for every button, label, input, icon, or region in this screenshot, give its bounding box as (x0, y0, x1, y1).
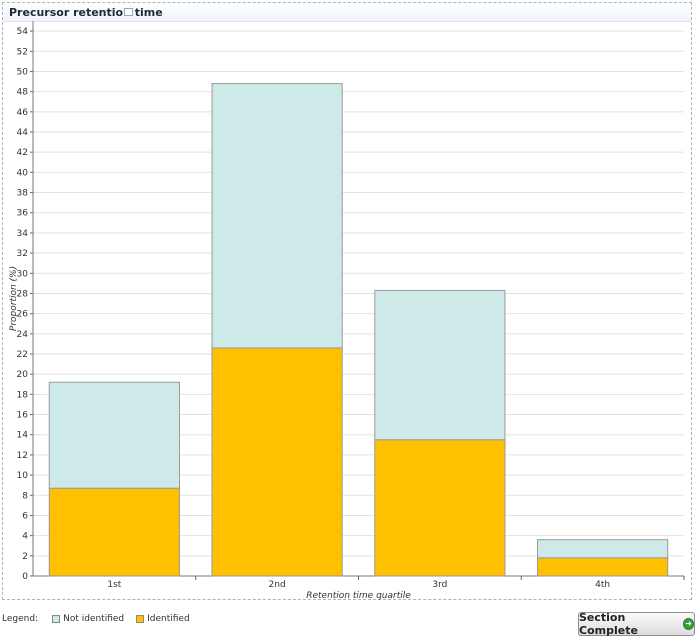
bar-identified (211, 347, 343, 577)
y-tick-label: 34 (17, 229, 29, 239)
bar-identified (48, 487, 180, 577)
section-complete-label: Section Complete (579, 611, 638, 637)
y-tick-label: 0 (22, 572, 28, 582)
bar-not-identified (211, 83, 343, 349)
y-tick-label: 20 (17, 370, 29, 380)
y-tick-label: 42 (17, 148, 28, 158)
arrow-right-icon: ➜ (682, 618, 694, 630)
y-tick-label: 6 (22, 511, 28, 521)
y-tick-label: 24 (17, 330, 29, 340)
y-tick-label: 2 (22, 552, 28, 562)
y-tick-label: 54 (17, 27, 29, 37)
bar-identified (537, 557, 669, 577)
legend-item-identified: Identified (147, 614, 190, 624)
stacked-bar-chart: 0246810121416182022242628303234363840424… (9, 21, 685, 601)
bar-identified (374, 439, 506, 577)
x-tick-label: 3rd (432, 580, 447, 590)
flag-icon[interactable] (124, 8, 133, 16)
legend-swatch-not-identified (52, 615, 61, 623)
legend-swatch-identified (136, 615, 145, 623)
legend: Legend: Not identified Identified (2, 614, 190, 624)
legend-item-not-identified: Not identified (63, 614, 125, 624)
bar-not-identified (48, 381, 180, 489)
y-tick-label: 16 (17, 411, 29, 421)
y-tick-label: 28 (17, 289, 29, 299)
x-tick-label: 2nd (269, 580, 286, 590)
bar-not-identified (374, 289, 506, 441)
x-axis-title: Retention time quartile (306, 591, 411, 601)
y-tick-label: 12 (17, 451, 28, 461)
y-tick-label: 18 (17, 390, 29, 400)
y-tick-label: 22 (17, 350, 28, 360)
y-tick-label: 8 (22, 491, 28, 501)
legend-label: Legend: (2, 614, 39, 624)
y-tick-label: 26 (17, 310, 29, 320)
section-complete-button[interactable]: Section Complete ➜ (578, 611, 695, 637)
y-tick-label: 50 (17, 67, 29, 77)
y-tick-label: 14 (17, 431, 29, 441)
y-tick-label: 52 (17, 47, 28, 57)
y-tick-label: 44 (17, 128, 29, 138)
y-tick-label: 30 (17, 269, 29, 279)
y-tick-label: 40 (17, 168, 29, 178)
bar-not-identified (537, 539, 669, 559)
y-tick-label: 48 (17, 88, 29, 98)
y-tick-label: 38 (17, 189, 29, 199)
y-tick-label: 36 (17, 209, 29, 219)
y-tick-label: 4 (22, 532, 28, 542)
y-tick-label: 10 (17, 471, 29, 481)
y-tick-label: 46 (17, 108, 29, 118)
x-tick-label: 1st (107, 580, 121, 590)
y-axis-title: Proportion (%) (9, 266, 19, 331)
x-tick-label: 4th (595, 580, 610, 590)
panel-header: Precursor retention time (3, 3, 691, 22)
y-tick-label: 32 (17, 249, 28, 259)
